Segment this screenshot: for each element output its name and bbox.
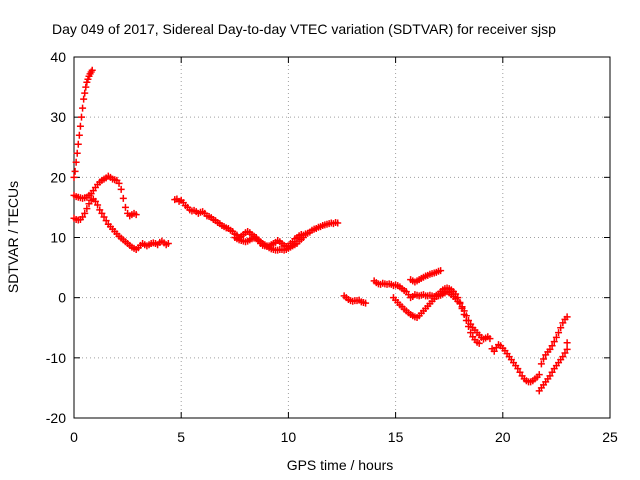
data-point bbox=[78, 113, 86, 121]
data-point bbox=[85, 200, 93, 208]
data-point bbox=[132, 211, 140, 219]
data-point bbox=[88, 66, 96, 74]
data-point bbox=[334, 219, 342, 227]
data-point bbox=[94, 201, 102, 209]
x-tick-label: 15 bbox=[388, 429, 404, 445]
data-point bbox=[71, 167, 79, 175]
data-point bbox=[119, 194, 127, 202]
data-point bbox=[362, 299, 370, 307]
data-point bbox=[82, 83, 90, 91]
x-tick-label: 25 bbox=[602, 429, 618, 445]
data-point bbox=[75, 131, 83, 139]
data-point bbox=[563, 345, 571, 353]
data-point bbox=[81, 89, 89, 97]
x-tick-label: 5 bbox=[177, 429, 185, 445]
y-tick-label: 0 bbox=[58, 290, 66, 306]
x-tick-label: 20 bbox=[495, 429, 511, 445]
data-point bbox=[516, 368, 524, 376]
data-point bbox=[462, 312, 470, 320]
data-point bbox=[559, 319, 567, 327]
data-point bbox=[548, 368, 556, 376]
data-point bbox=[81, 209, 89, 217]
data-point bbox=[467, 329, 475, 337]
data-point bbox=[458, 303, 466, 311]
data-point bbox=[91, 197, 99, 205]
data-point bbox=[437, 267, 445, 275]
data-point bbox=[164, 240, 172, 248]
y-tick-label: 20 bbox=[50, 169, 66, 185]
data-point bbox=[98, 209, 106, 217]
data-point bbox=[552, 333, 560, 341]
data-point bbox=[475, 339, 483, 347]
data-point bbox=[546, 372, 554, 380]
data-point bbox=[555, 329, 563, 337]
data-point bbox=[540, 355, 548, 363]
data-point bbox=[559, 353, 567, 361]
data-point bbox=[74, 140, 82, 148]
data-point bbox=[70, 173, 78, 181]
data-point bbox=[535, 371, 543, 379]
y-tick-label: -10 bbox=[46, 350, 66, 366]
data-point bbox=[467, 320, 475, 328]
data-point bbox=[550, 338, 558, 346]
data-point bbox=[557, 324, 565, 332]
grid bbox=[74, 57, 610, 418]
data-point bbox=[548, 342, 556, 350]
data-point bbox=[490, 347, 498, 355]
x-axis-label: GPS time / hours bbox=[287, 457, 394, 473]
data-points bbox=[70, 66, 571, 395]
data-point bbox=[115, 179, 123, 187]
data-point bbox=[79, 104, 87, 112]
data-point bbox=[72, 158, 80, 166]
y-tick-label: 30 bbox=[50, 109, 66, 125]
data-point bbox=[73, 149, 81, 157]
data-point bbox=[121, 203, 129, 211]
data-point bbox=[100, 213, 108, 221]
data-point bbox=[299, 234, 307, 241]
data-point bbox=[561, 349, 569, 357]
data-point bbox=[563, 313, 571, 321]
y-tick-label: 40 bbox=[50, 49, 66, 65]
data-point bbox=[96, 206, 104, 214]
data-point bbox=[464, 317, 472, 325]
y-tick-label: 10 bbox=[50, 230, 66, 246]
data-point bbox=[563, 339, 571, 347]
data-point bbox=[83, 205, 91, 213]
y-tick-label: -20 bbox=[46, 410, 66, 426]
data-point bbox=[117, 185, 125, 193]
chart-title: Day 049 of 2017, Sidereal Day-to-day VTE… bbox=[52, 21, 556, 37]
data-point bbox=[80, 95, 88, 103]
y-axis-label: SDTVAR / TECUs bbox=[5, 181, 21, 293]
x-tick-label: 10 bbox=[281, 429, 297, 445]
data-point bbox=[486, 335, 494, 343]
data-point bbox=[546, 345, 554, 353]
data-point bbox=[79, 213, 87, 221]
data-point bbox=[76, 122, 84, 130]
x-tick-label: 0 bbox=[70, 429, 78, 445]
data-point bbox=[460, 307, 468, 315]
data-point bbox=[514, 365, 522, 373]
data-point bbox=[102, 217, 110, 225]
data-point bbox=[537, 360, 545, 368]
axis-ticks: 0 5 10 15 20 25 -20 -10 0 10 20 30 40 bbox=[46, 49, 618, 445]
